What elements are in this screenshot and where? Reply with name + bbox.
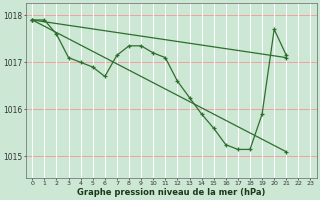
X-axis label: Graphe pression niveau de la mer (hPa): Graphe pression niveau de la mer (hPa)	[77, 188, 266, 197]
